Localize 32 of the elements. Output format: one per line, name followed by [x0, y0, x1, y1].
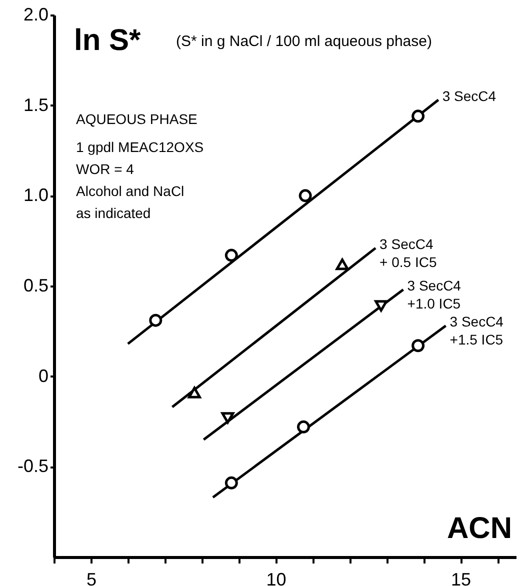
- y-tick-label: 1.5: [23, 94, 48, 115]
- y-tick-label: -0.5: [17, 456, 48, 476]
- y-tick-label: 0.5: [23, 276, 48, 296]
- y-tick-label: 0: [38, 366, 48, 386]
- point: [221, 412, 234, 424]
- point: [224, 248, 238, 262]
- annotation: as indicated: [76, 205, 151, 221]
- series-label: 3 SecC4: [442, 88, 496, 104]
- x-tick-label: 10: [266, 570, 286, 586]
- y-tick-label: 1.0: [23, 185, 48, 206]
- series-label: 3 SecC4 +1.5 IC5: [450, 314, 504, 348]
- annotation: AQUEOUS PHASE: [76, 111, 198, 127]
- annotation: 1 gpdl MEAC12OXS: [76, 139, 204, 155]
- series-label: 3 SecC4 +1.0 IC5: [407, 278, 462, 312]
- point: [298, 189, 312, 202]
- x-axis-title: ACN: [447, 512, 512, 545]
- annotation: Alcohol and NaCl: [76, 183, 184, 199]
- point: [188, 386, 201, 398]
- annotation: WOR = 4: [76, 161, 134, 177]
- point: [412, 110, 425, 123]
- point: [224, 476, 238, 490]
- chart-title: ln S*: [74, 24, 142, 57]
- point: [296, 420, 310, 434]
- point: [374, 300, 388, 312]
- series-label: 3 SecC4 + 0.5 IC5: [380, 236, 437, 270]
- x-tick-label: 5: [86, 570, 96, 586]
- point: [336, 258, 349, 270]
- y-tick-label: 2.0: [23, 4, 48, 24]
- point: [149, 314, 162, 327]
- text: (S* in g NaCl / 100 ml aqueous phase): [176, 33, 432, 50]
- point: [412, 339, 425, 352]
- x-tick-label: 15: [451, 570, 472, 586]
